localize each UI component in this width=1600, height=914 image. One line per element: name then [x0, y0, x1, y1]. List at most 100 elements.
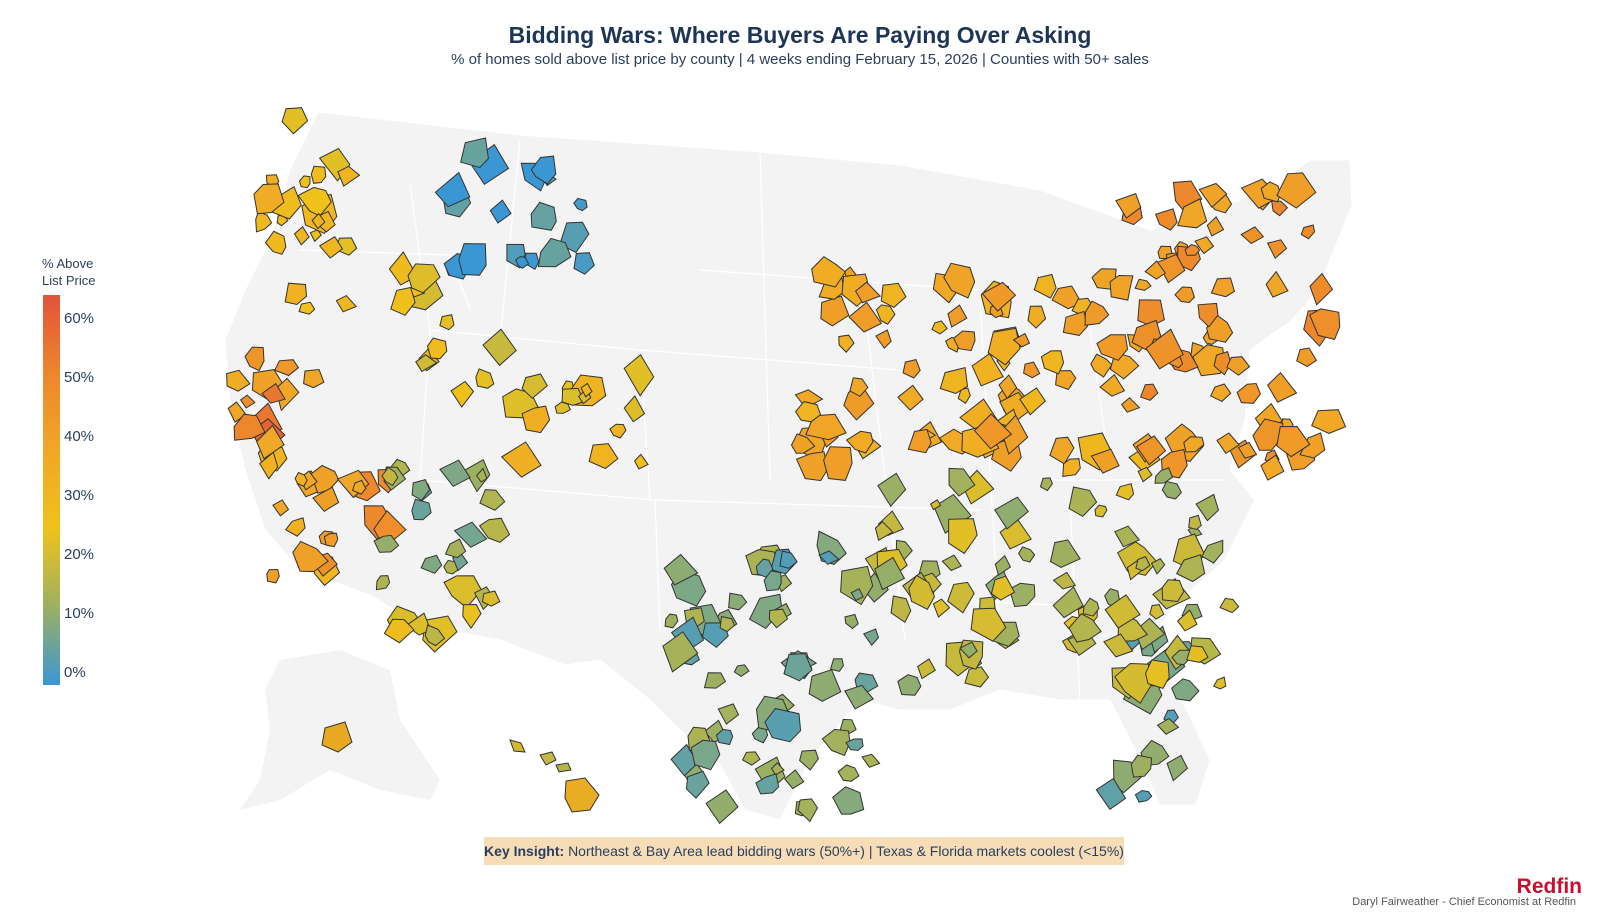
county-northeast[interactable]	[1198, 182, 1228, 208]
county-northeast[interactable]	[1213, 350, 1232, 376]
county-great-lakes[interactable]	[897, 384, 924, 411]
county-great-lakes[interactable]	[1051, 285, 1083, 310]
county-northeast[interactable]	[1267, 372, 1298, 403]
county-texas[interactable]	[839, 718, 857, 734]
county-montana[interactable]	[458, 243, 487, 276]
county-great-lakes[interactable]	[1099, 373, 1126, 397]
county-texas[interactable]	[799, 749, 819, 771]
county-northeast[interactable]	[1300, 224, 1316, 240]
county-northeast[interactable]	[1210, 277, 1235, 298]
county-southeast[interactable]	[1161, 480, 1183, 500]
county-texas[interactable]	[832, 786, 865, 815]
county-southeast[interactable]	[1201, 539, 1224, 564]
county-colorado[interactable]	[609, 423, 627, 439]
county-great-lakes[interactable]	[1033, 273, 1057, 299]
county-great-lakes[interactable]	[1134, 278, 1152, 291]
county-texas[interactable]	[850, 588, 864, 602]
county-florida[interactable]	[1166, 754, 1189, 782]
county-great-lakes[interactable]	[1062, 458, 1081, 477]
county-texas[interactable]	[840, 565, 874, 606]
county-southeast[interactable]	[1114, 662, 1152, 704]
county-southeast[interactable]	[941, 554, 963, 572]
county-southeast[interactable]	[1104, 594, 1141, 629]
county-texas[interactable]	[748, 593, 783, 630]
county-southeast[interactable]	[1176, 609, 1198, 632]
county-texas[interactable]	[768, 608, 789, 629]
county-southeast[interactable]	[1161, 579, 1185, 603]
county-southeast[interactable]	[1149, 604, 1165, 620]
county-northeast[interactable]	[1276, 425, 1311, 458]
county-northwest[interactable]	[298, 301, 316, 315]
county-texas[interactable]	[662, 631, 699, 673]
county-great-lakes[interactable]	[820, 295, 850, 327]
county-northeast[interactable]	[1276, 172, 1317, 209]
county-southeast[interactable]	[1195, 493, 1220, 522]
county-wyoming[interactable]	[482, 328, 517, 367]
county-northeast[interactable]	[1206, 216, 1225, 237]
county-great-lakes[interactable]	[931, 320, 948, 335]
county-southern-california[interactable]	[294, 471, 308, 487]
county-southeast[interactable]	[1137, 466, 1153, 483]
county-southern-california[interactable]	[284, 517, 306, 537]
county-southern-california[interactable]	[259, 451, 279, 480]
county-new-mexico[interactable]	[479, 489, 506, 511]
county-southeast[interactable]	[917, 658, 936, 680]
county-southeast[interactable]	[1150, 558, 1166, 575]
county-florida[interactable]	[1130, 754, 1153, 778]
county-northeast[interactable]	[1266, 239, 1288, 259]
county-texas[interactable]	[862, 628, 880, 647]
county-colorado[interactable]	[623, 395, 646, 423]
county-great-lakes[interactable]	[1019, 387, 1046, 416]
county-northern-california[interactable]	[226, 369, 251, 392]
county-southeast[interactable]	[1115, 483, 1135, 501]
county-northeast[interactable]	[1240, 226, 1265, 245]
county-northwest[interactable]	[335, 294, 358, 313]
county-great-lakes[interactable]	[971, 352, 1005, 387]
county-montana[interactable]	[530, 155, 557, 185]
county-southeast[interactable]	[890, 595, 912, 624]
county-idaho[interactable]	[439, 314, 455, 331]
county-colorado[interactable]	[521, 373, 548, 399]
county-northeast[interactable]	[1109, 274, 1134, 301]
county-southeast[interactable]	[947, 581, 975, 614]
county-great-lakes[interactable]	[1096, 334, 1129, 361]
county-texas[interactable]	[821, 728, 851, 757]
county-great-lakes[interactable]	[943, 262, 976, 299]
county-southeast[interactable]	[932, 598, 951, 618]
county-utah[interactable]	[381, 466, 399, 487]
county-texas[interactable]	[715, 728, 734, 746]
county-northeast[interactable]	[1265, 270, 1289, 298]
county-texas[interactable]	[797, 798, 819, 823]
county-great-lakes[interactable]	[952, 330, 976, 352]
county-wyoming[interactable]	[475, 368, 495, 389]
county-great-lakes[interactable]	[805, 413, 847, 441]
county-great-lakes[interactable]	[939, 366, 969, 395]
county-texas[interactable]	[705, 789, 739, 825]
county-texas[interactable]	[783, 769, 805, 790]
county-northeast[interactable]	[1177, 198, 1208, 229]
county-northeast[interactable]	[1311, 409, 1347, 434]
county-idaho[interactable]	[390, 286, 416, 316]
county-southeast[interactable]	[964, 666, 990, 688]
county-southeast[interactable]	[1049, 539, 1081, 569]
county-arizona[interactable]	[375, 575, 391, 591]
county-great-lakes[interactable]	[1012, 332, 1031, 348]
county-southeast[interactable]	[948, 518, 978, 555]
county-florida[interactable]	[1134, 789, 1153, 803]
county-great-lakes[interactable]	[1062, 310, 1089, 336]
county-great-lakes[interactable]	[1055, 370, 1077, 391]
county-great-lakes[interactable]	[957, 387, 971, 405]
county-great-lakes[interactable]	[823, 446, 853, 481]
county-texas[interactable]	[770, 762, 785, 776]
county-northern-california[interactable]	[303, 368, 325, 389]
county-northeast[interactable]	[1184, 244, 1201, 256]
county-northwest[interactable]	[264, 230, 287, 255]
county-southeast[interactable]	[1219, 597, 1240, 614]
county-texas[interactable]	[818, 550, 840, 565]
county-arizona[interactable]	[424, 624, 446, 647]
county-northeast[interactable]	[1271, 200, 1289, 217]
county-great-lakes[interactable]	[1090, 353, 1113, 378]
county-northwest[interactable]	[255, 210, 273, 233]
county-new-mexico[interactable]	[476, 467, 488, 483]
